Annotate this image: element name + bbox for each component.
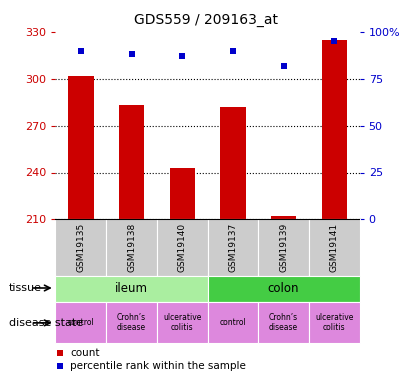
Text: GSM19140: GSM19140 xyxy=(178,223,187,272)
Bar xyxy=(258,219,309,276)
Text: ileum: ileum xyxy=(115,282,148,295)
Text: ulcerative
colitis: ulcerative colitis xyxy=(315,313,353,332)
Bar xyxy=(106,302,157,343)
Text: GSM19137: GSM19137 xyxy=(229,223,238,272)
Bar xyxy=(55,302,106,343)
Bar xyxy=(208,276,360,302)
Text: control: control xyxy=(219,318,246,327)
Bar xyxy=(309,219,360,276)
Text: tissue: tissue xyxy=(9,283,42,293)
Text: control: control xyxy=(67,318,94,327)
Bar xyxy=(55,276,208,302)
Text: GDS559 / 209163_at: GDS559 / 209163_at xyxy=(134,13,277,27)
Bar xyxy=(157,302,208,343)
Bar xyxy=(271,216,296,219)
Bar xyxy=(55,219,106,276)
Bar xyxy=(208,302,258,343)
Bar xyxy=(106,219,157,276)
Bar xyxy=(68,76,94,219)
Bar xyxy=(208,219,258,276)
Text: count: count xyxy=(70,348,100,358)
Text: Crohn’s
disease: Crohn’s disease xyxy=(117,313,146,332)
Text: GSM19135: GSM19135 xyxy=(76,223,85,272)
Bar xyxy=(157,219,208,276)
Text: GSM19139: GSM19139 xyxy=(279,223,288,272)
Text: GSM19141: GSM19141 xyxy=(330,223,339,272)
Bar xyxy=(309,302,360,343)
Bar xyxy=(119,105,144,219)
Text: Crohn’s
disease: Crohn’s disease xyxy=(269,313,298,332)
Text: disease state: disease state xyxy=(9,318,83,328)
Bar xyxy=(322,40,347,219)
Text: percentile rank within the sample: percentile rank within the sample xyxy=(70,361,246,371)
Bar xyxy=(258,302,309,343)
Bar xyxy=(220,107,245,219)
Text: colon: colon xyxy=(268,282,299,295)
Bar xyxy=(169,168,195,219)
Text: ulcerative
colitis: ulcerative colitis xyxy=(163,313,201,332)
Text: GSM19138: GSM19138 xyxy=(127,223,136,272)
